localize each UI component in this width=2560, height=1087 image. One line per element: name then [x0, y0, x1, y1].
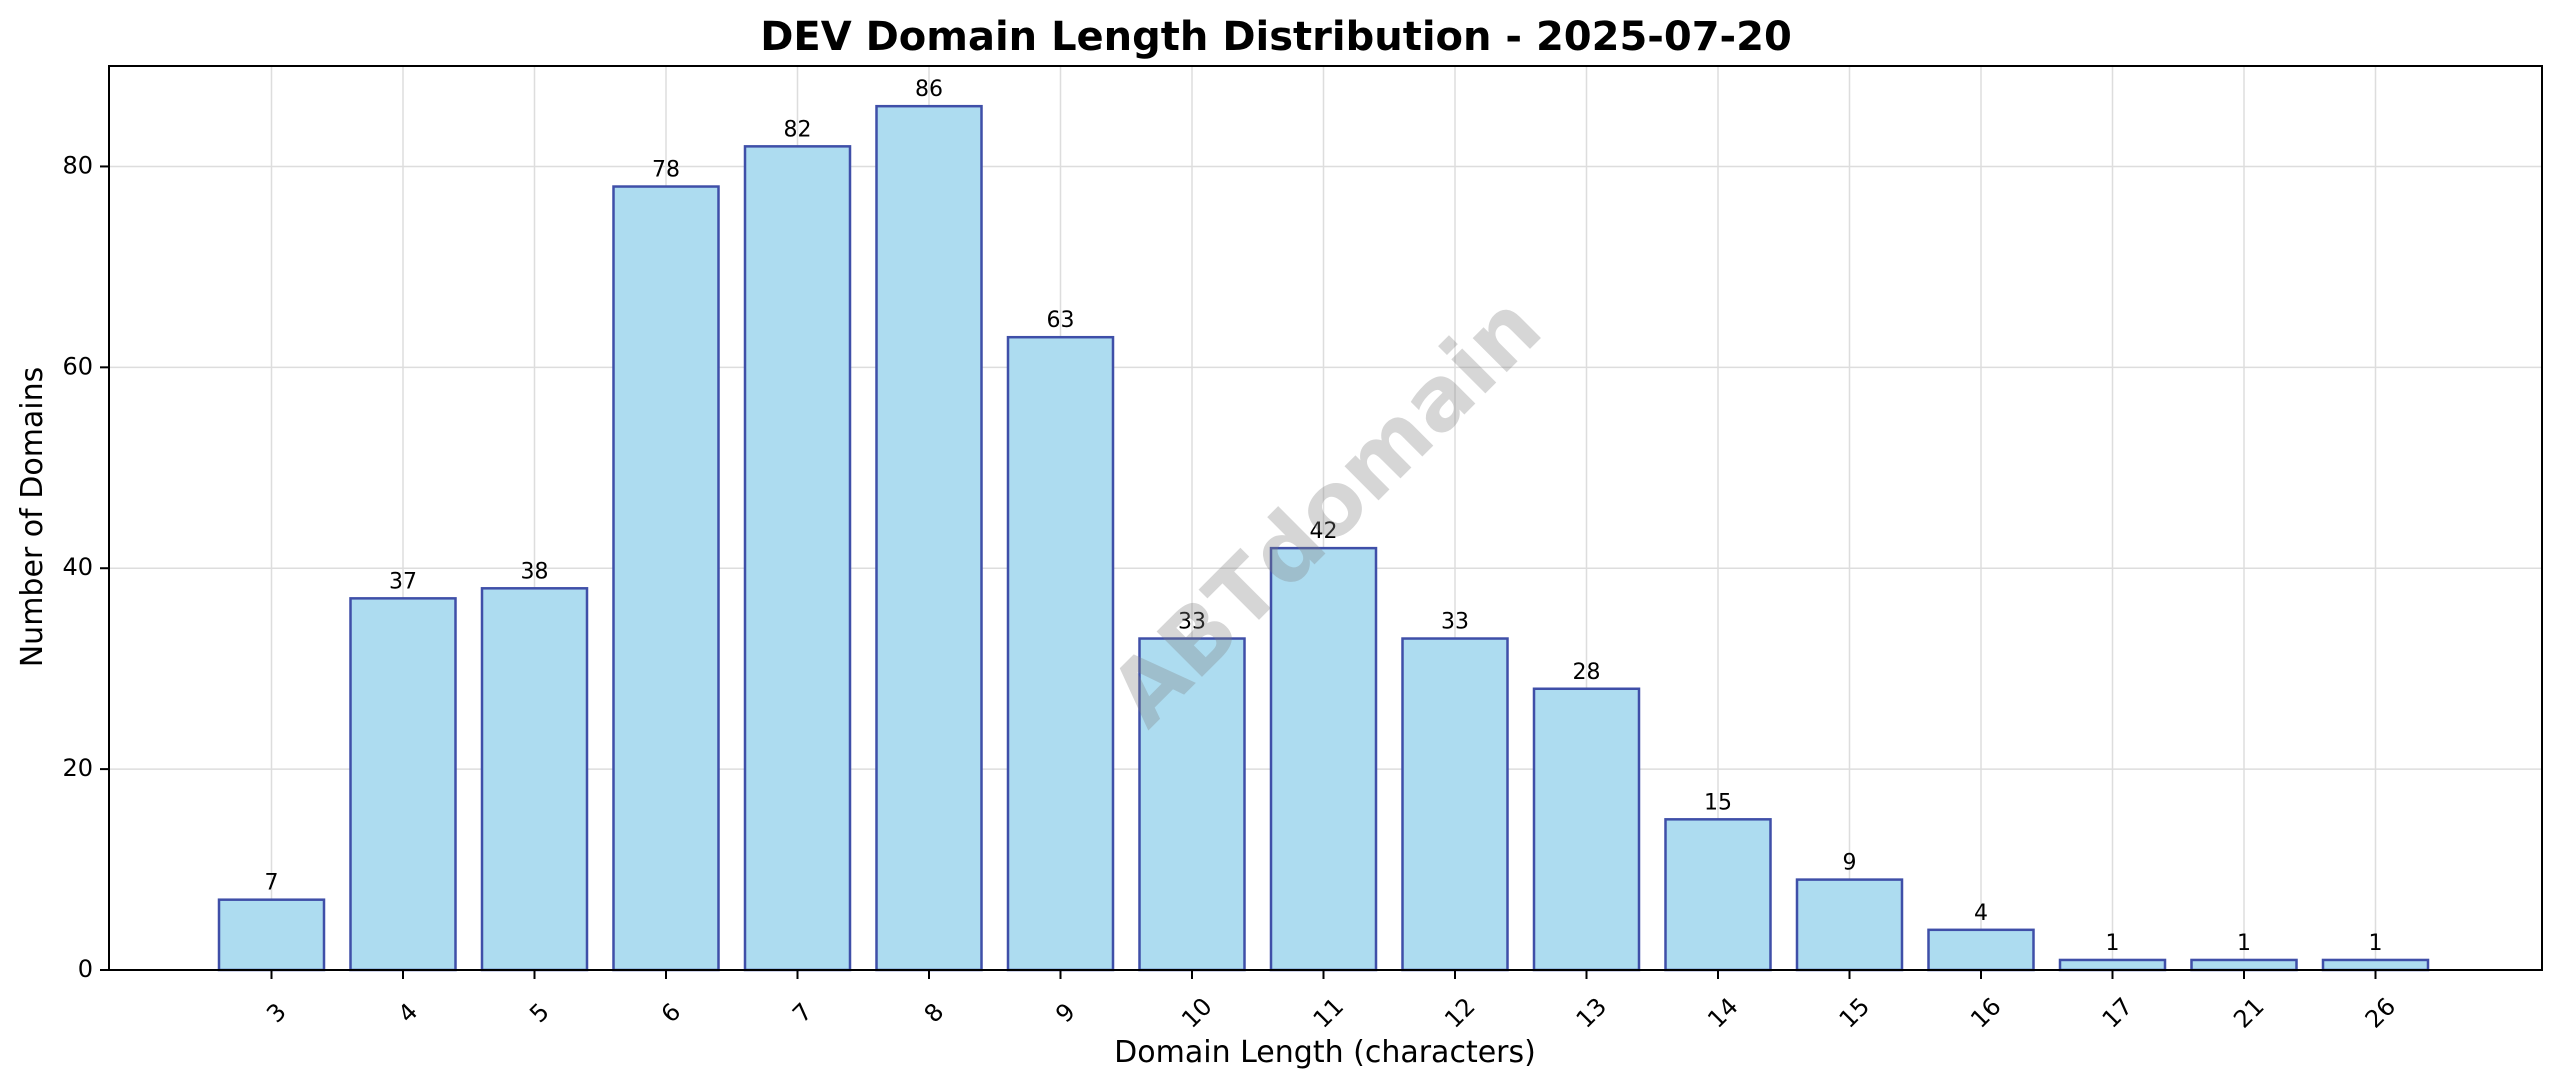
bar-length-11: [1269, 546, 1378, 972]
y-axis-ticks: 0 20 40 60 80: [62, 151, 109, 983]
y-tick-label: 80: [62, 151, 93, 179]
data-label-3: 7: [265, 871, 279, 896]
y-tick-label: 60: [62, 352, 93, 380]
data-label-8: 86: [915, 77, 943, 102]
bar-length-10: [1138, 637, 1246, 972]
y-tick-label: 20: [62, 754, 93, 782]
bar-length-7: [743, 145, 852, 972]
chart-title: DEV Domain Length Distribution - 2025-07…: [760, 14, 1792, 60]
data-labels: 7 37 38 78 82 86 63 33 42 33 28 15 9 4 1 1 1: [265, 77, 2383, 956]
bar-length-17: [2058, 958, 2167, 972]
y-tick-label: 40: [62, 553, 93, 581]
data-label-5: 38: [521, 559, 549, 584]
bar-length-13: [1532, 687, 1641, 972]
data-label-4: 37: [389, 569, 417, 594]
bar-length-21: [2190, 958, 2298, 972]
bar-length-12: [1401, 637, 1509, 972]
plot-area-frame: [108, 65, 2543, 971]
data-label-7: 82: [784, 117, 812, 142]
data-label-15: 9: [1843, 851, 1857, 876]
data-label-10: 33: [1178, 610, 1206, 635]
bar-length-6: [612, 185, 720, 972]
data-label-11: 42: [1310, 519, 1338, 544]
bar-length-9: [1006, 335, 1115, 972]
data-label-21: 1: [2237, 931, 2251, 956]
bar-length-4: [349, 597, 457, 972]
y-tick-label: 0: [78, 955, 93, 983]
data-label-9: 63: [1047, 308, 1075, 333]
data-label-13: 28: [1573, 660, 1601, 685]
bars: [217, 104, 2430, 972]
bar-length-15: [1795, 878, 1904, 972]
bar-length-14: [1664, 818, 1772, 972]
data-label-17: 1: [2106, 931, 2120, 956]
data-label-6: 78: [652, 158, 680, 183]
data-label-12: 33: [1441, 610, 1469, 635]
bar-length-5: [480, 587, 589, 972]
bar-length-8: [875, 104, 983, 972]
bar-length-16: [1927, 928, 2035, 972]
y-axis-label: Number of Domains: [15, 367, 50, 668]
data-label-16: 4: [1974, 901, 1988, 926]
data-label-14: 15: [1704, 790, 1732, 815]
x-axis-label: Domain Length (characters): [1114, 1035, 1536, 1070]
bar-length-26: [2321, 958, 2430, 972]
bar-length-3: [217, 898, 326, 972]
data-label-26: 1: [2369, 931, 2383, 956]
